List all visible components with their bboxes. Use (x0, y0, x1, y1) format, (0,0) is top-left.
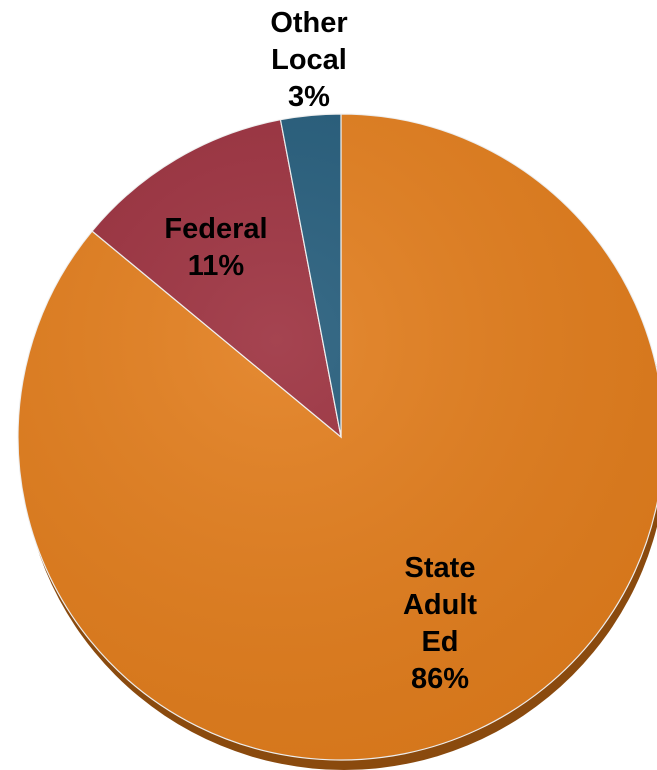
pie-category-label: Other (270, 7, 347, 39)
pie-value-label: 86% (411, 663, 469, 695)
pie-category-label: Adult (403, 589, 477, 621)
pie-category-label: State (405, 552, 476, 584)
pie-label-state-adult-ed: State Adult Ed 86% (403, 552, 477, 695)
pie-label-federal: Federal 11% (164, 213, 267, 282)
pie-value-label: 11% (188, 250, 245, 282)
pie-label-other-local: Other Local 3% (270, 7, 347, 113)
pie-value-label: 3% (288, 81, 330, 113)
pie-category-label: Ed (421, 626, 458, 658)
pie-slices (17, 113, 657, 761)
pie-labels: State Adult Ed 86% Federal 11% Other Local 3% (164, 7, 477, 695)
pie-category-label: Federal (164, 213, 267, 245)
pie-category-label: Local (271, 44, 347, 76)
